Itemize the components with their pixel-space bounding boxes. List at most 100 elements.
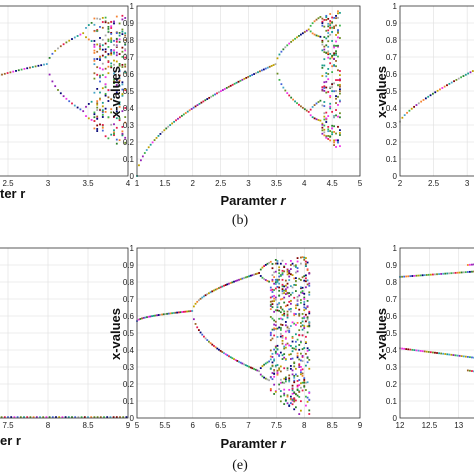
data-point (450, 81, 453, 84)
x-tick-label: 3.5 (271, 179, 283, 188)
data-point (331, 110, 334, 113)
data-point (281, 339, 284, 342)
data-point (151, 315, 153, 318)
data-point (321, 39, 324, 42)
data-point (335, 146, 337, 148)
y-tick-label: 0.4 (386, 104, 398, 113)
data-point (229, 84, 232, 87)
data-point (141, 317, 143, 320)
data-point (216, 92, 218, 95)
data-point (331, 90, 334, 93)
data-point (303, 384, 306, 387)
data-point (271, 361, 274, 364)
data-point (333, 57, 335, 60)
data-point (269, 334, 272, 337)
data-point (93, 111, 96, 114)
data-point (284, 46, 287, 49)
data-point (294, 373, 297, 376)
data-point (305, 313, 307, 316)
data-point (219, 350, 222, 352)
data-point (124, 63, 127, 66)
data-point (335, 95, 337, 98)
data-point (308, 392, 311, 394)
data-point (96, 117, 99, 119)
data-point (288, 380, 291, 383)
data-point (337, 36, 339, 39)
data-point (104, 50, 107, 53)
x-tick-label: 2 (398, 179, 403, 188)
data-point (29, 416, 32, 419)
data-point (424, 97, 427, 100)
data-point (469, 263, 471, 266)
data-point (113, 134, 115, 137)
data-point (208, 96, 211, 99)
data-point (243, 363, 245, 366)
data-point (441, 87, 444, 89)
data-point (288, 295, 291, 298)
data-point (293, 376, 296, 379)
y-tick-label: 0.1 (123, 155, 135, 164)
data-point (110, 65, 113, 68)
data-point (321, 129, 324, 132)
data-point (283, 382, 286, 384)
data-point (113, 123, 115, 126)
data-point (276, 279, 279, 282)
data-point (300, 105, 302, 108)
data-point (419, 350, 422, 352)
x-tick-label: 2 (191, 179, 196, 188)
data-point (261, 365, 264, 368)
data-point (293, 361, 296, 364)
data-point (3, 416, 6, 419)
data-point (323, 85, 326, 88)
data-point (335, 44, 337, 47)
y-tick-label: 0.6 (123, 312, 135, 321)
data-point (101, 113, 104, 116)
data-point (303, 347, 306, 349)
data-point (294, 264, 297, 267)
data-point (10, 416, 13, 419)
data-point (403, 347, 406, 350)
data-point (137, 318, 140, 321)
data-point (409, 348, 412, 351)
panel-e-frame (136, 247, 361, 419)
y-tick-label: 1 (393, 244, 398, 253)
data-point (211, 290, 214, 293)
data-point (296, 102, 298, 105)
data-point (39, 416, 41, 419)
data-point (115, 37, 118, 40)
data-point (289, 302, 292, 305)
data-point (329, 20, 332, 22)
data-point (327, 130, 330, 133)
data-point (281, 318, 284, 321)
data-point (110, 50, 113, 52)
data-point (296, 260, 299, 263)
data-point (305, 257, 307, 259)
data-point (311, 116, 314, 119)
data-point (115, 84, 118, 86)
data-point (289, 299, 292, 302)
data-point (239, 361, 242, 364)
data-point (276, 72, 279, 75)
data-point (43, 63, 45, 66)
data-point (175, 119, 177, 122)
panel-a-xticks: 2.5 3 3.5 4 (2, 179, 130, 188)
data-point (93, 416, 96, 419)
data-point (337, 141, 339, 144)
data-point (269, 339, 272, 342)
data-point (146, 316, 148, 319)
data-point (288, 331, 291, 334)
data-point (283, 292, 286, 294)
x-tick-label: 1.5 (159, 179, 171, 188)
data-point (339, 85, 341, 88)
data-point (165, 127, 168, 130)
data-point (288, 403, 291, 406)
data-point (337, 45, 339, 48)
data-point (187, 310, 190, 313)
data-point (115, 126, 118, 129)
data-point (139, 318, 142, 320)
data-point (303, 325, 306, 328)
data-point (321, 43, 324, 46)
data-point (273, 369, 276, 371)
data-point (301, 355, 304, 357)
data-point (294, 393, 297, 396)
